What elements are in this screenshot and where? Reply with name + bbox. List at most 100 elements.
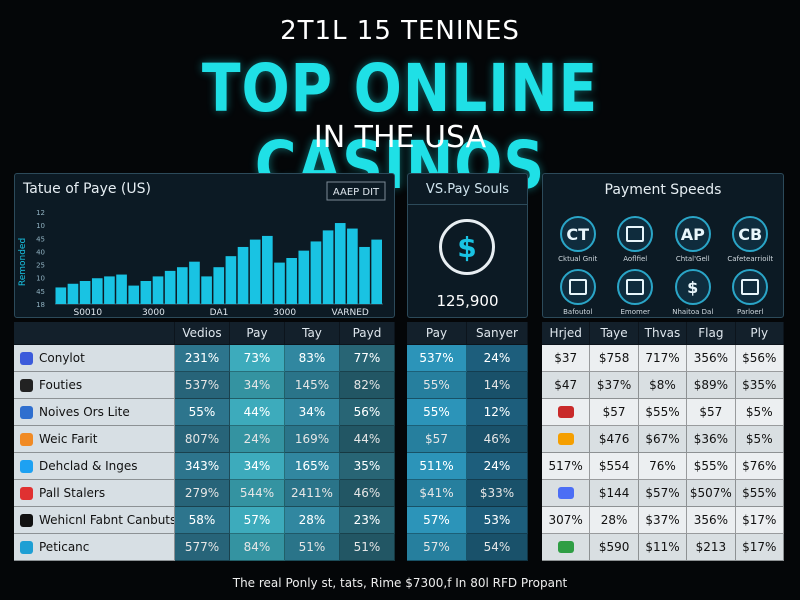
y-tick-label: 45 [36,288,45,296]
table-cell: 807% [175,426,230,453]
bar [201,276,212,304]
row-icon [20,486,33,500]
bar [104,276,115,304]
speed-item: Parloerl [722,269,778,316]
row-name-text: Dehclad & Inges [39,459,138,473]
row-icon [20,540,33,554]
speed-glyph [626,279,645,295]
table-cell: 343% [175,453,230,480]
bar [128,285,140,304]
row-name-text: Noives Ors Lite [39,405,130,419]
table-cell: 34% [230,372,285,399]
table-cell: $17% [735,507,784,534]
speed-label: Aoflfiel [623,255,648,263]
table-cell: 145% [285,372,340,399]
brand-icon [557,487,574,499]
table-cell: 58% [175,507,230,534]
table-mid: Pay Sanyer 537% 24% 55% 14% 55% 12% $57 46% 511% 24… [407,322,528,561]
table-cell: $213 [687,534,736,561]
x-tick-label: 3000 [273,308,296,317]
bar [176,267,188,304]
table-cell: 44% [340,426,395,453]
row-name-text: Conylot [39,351,85,365]
row-name-text: Peticanc [39,540,90,554]
table-cell: $57 [407,426,467,453]
bar [91,278,103,304]
speed-label: Parloerl [737,308,764,316]
table-cell: 44% [230,399,285,426]
table-cell: 82% [340,372,395,399]
speed-item: CB Cafetearrioilt [722,216,778,263]
header-cell: Flag [687,322,736,345]
table-cell: $8% [638,372,688,399]
header-small: 2T1L 15 TENINES [280,16,520,46]
table-cell: 76% [638,453,688,480]
table-cell: 537% [175,372,230,399]
vs-title: VS.Pay Souls [425,182,510,197]
bar [322,230,334,304]
brand-icon [557,541,574,553]
row-name: Dehclad & Inges [14,453,175,480]
speed-item: $ Nhaitoa Dal [665,269,721,316]
x-tick-label: S0010 [73,308,102,317]
table-cell: $5% [735,399,784,426]
row-name: Noives Ors Lite [14,399,175,426]
y-tick-label: 40 [36,248,45,256]
bar [274,262,285,304]
speed-label: Chtal'Gell [675,255,710,263]
speed-glyph [626,226,645,242]
table-cell: $41% [407,480,467,507]
bar [79,281,91,304]
table-cell: $507% [687,480,736,507]
speed-glyph [741,279,760,295]
table-cell: 46% [467,426,528,453]
header-cell: Thvas [638,322,688,345]
x-tick-label: VARNED [332,308,369,317]
brand-icon [557,433,574,445]
y-tick-label: 25 [36,262,45,270]
speed-icon: CT [559,216,596,252]
table-cell: $57% [638,480,688,507]
speed-label: Cafetearrioilt [727,255,774,263]
y-axis-label: Remonded [18,238,28,286]
table-cell: $76% [735,453,784,480]
table-cell: 77% [340,345,395,372]
row-icon [20,405,33,419]
bar [334,223,346,304]
table-cell: $5% [735,426,784,453]
y-tick-label: 12 [36,209,45,217]
bar [55,287,67,304]
x-tick-label: DA1 [210,308,229,317]
y-tick-label: 45 [36,235,45,243]
table-cell: 23% [340,507,395,534]
header-cell: Ply [735,322,784,345]
table-cell: $89% [687,372,736,399]
speeds-panel: Payment Speeds CT Cktual Gnit Aoflfiel AP Ch… [542,173,784,318]
table-cell: 511% [407,453,467,480]
bar [67,283,79,304]
table-cell: 517% [542,453,591,480]
table-cell: 307% [542,507,591,534]
table-cell: 57% [407,534,467,561]
dollar-icon: $ [439,219,495,275]
table-cell: 54% [467,534,528,561]
y-tick-label: 10 [36,275,45,283]
row-icon [20,351,33,365]
table-cell: 28% [590,507,639,534]
button-label[interactable]: AAEP DIT [333,187,380,198]
speed-icons: CT Cktual Gnit Aoflfiel AP Chtal'Gell CB Cafet… [549,216,779,316]
table-cell: 12% [467,399,528,426]
bar [359,246,370,304]
table-cell: 24% [230,426,285,453]
chart: Tatue of Paye (US) AAEP DIT Remonded 12 1… [18,181,386,318]
table-cell: 57% [230,507,285,534]
y-tick-label: 18 [36,301,45,309]
speed-icon [617,269,654,305]
speed-item: Bafoutol [550,269,606,316]
button[interactable] [326,181,386,201]
table-cell: 73% [230,345,285,372]
row-icon [20,378,33,392]
bar [298,250,310,304]
speed-item: CT Cktual Gnit [550,216,606,263]
